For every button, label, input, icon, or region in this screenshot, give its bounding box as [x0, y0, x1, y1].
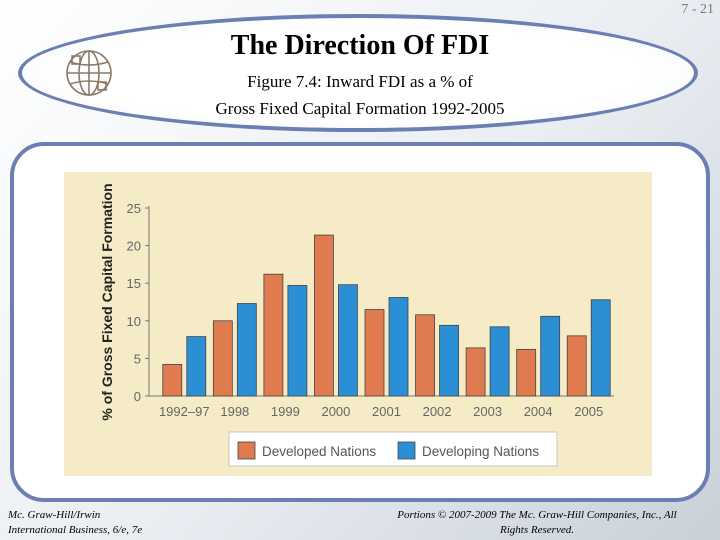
y-tick-label: 0 [134, 389, 141, 404]
x-tick-label: 1999 [271, 404, 300, 419]
x-tick-label: 2001 [372, 404, 401, 419]
x-tick-label: 2005 [574, 404, 603, 419]
bar-developed-2000 [314, 234, 334, 397]
y-axis-label: % of Gross Fixed Capital Formation [99, 183, 115, 420]
bar-developing-1998 [236, 303, 257, 397]
y-tick-label: 5 [134, 351, 141, 366]
publisher-line2: International Business, 6/e, 7e [8, 524, 143, 536]
figure-caption-line2: Gross Fixed Capital Formation 1992-2005 [215, 99, 505, 118]
x-tick-label: 2000 [321, 404, 350, 419]
bar-developed-199297 [162, 364, 183, 397]
bar-developing-199297 [186, 336, 207, 397]
publisher-line1: Mc. Graw-Hill/Irwin [8, 509, 101, 521]
legend-swatch-developing [397, 441, 416, 460]
figure-caption-line1: Figure 7.4: Inward FDI as a % of [247, 72, 473, 91]
bar-developed-1999 [263, 273, 284, 397]
bar-developing-1999 [287, 285, 308, 397]
bar-developed-2005 [566, 335, 587, 397]
bar-developed-2004 [516, 348, 537, 397]
bar-developed-2001 [364, 309, 385, 397]
publisher-credit: Mc. Graw-Hill/Irwin International Busine… [8, 508, 142, 538]
slide-title: The Direction Of FDI [230, 30, 490, 61]
copyright-notice: Portions © 2007-2009 The Mc. Graw-Hill C… [362, 508, 712, 538]
bar-developing-2000 [338, 284, 358, 397]
globe-logo-icon [66, 50, 112, 96]
y-tick-label: 10 [127, 314, 141, 329]
copyright-line1: Portions © 2007-2009 The Mc. Graw-Hill C… [397, 509, 677, 521]
bar-developing-2004 [540, 315, 561, 397]
x-tick-label: 1992–97 [159, 404, 210, 419]
x-tick-label: 2004 [524, 404, 553, 419]
legend-box [228, 431, 558, 467]
y-tick-label: 20 [127, 239, 141, 254]
bar-developing-2001 [388, 297, 409, 397]
y-tick-label: 15 [127, 276, 141, 291]
copyright-line2: Rights Reserved. [500, 524, 574, 536]
bar-developed-1998 [212, 320, 233, 397]
x-tick-label: 1998 [220, 404, 249, 419]
bar-chart: % of Gross Fixed Capital Formation 0 5 10 1… [99, 183, 614, 467]
bar-developed-2003 [465, 347, 486, 397]
bar-developing-2003 [489, 326, 510, 397]
legend-swatch-developed [237, 441, 256, 460]
legend-label-developed: Developed Nations [262, 444, 376, 459]
title-banner [18, 14, 698, 132]
bar-developed-2002 [415, 314, 435, 397]
bar-developing-2005 [590, 299, 611, 397]
y-tick-label: 25 [127, 201, 141, 216]
bar-developing-2002 [439, 324, 459, 397]
slide-number: 7 - 21 [681, 2, 714, 17]
x-tick-label: 2002 [423, 404, 452, 419]
legend-label-developing: Developing Nations [422, 444, 539, 459]
x-tick-label: 2003 [473, 404, 502, 419]
